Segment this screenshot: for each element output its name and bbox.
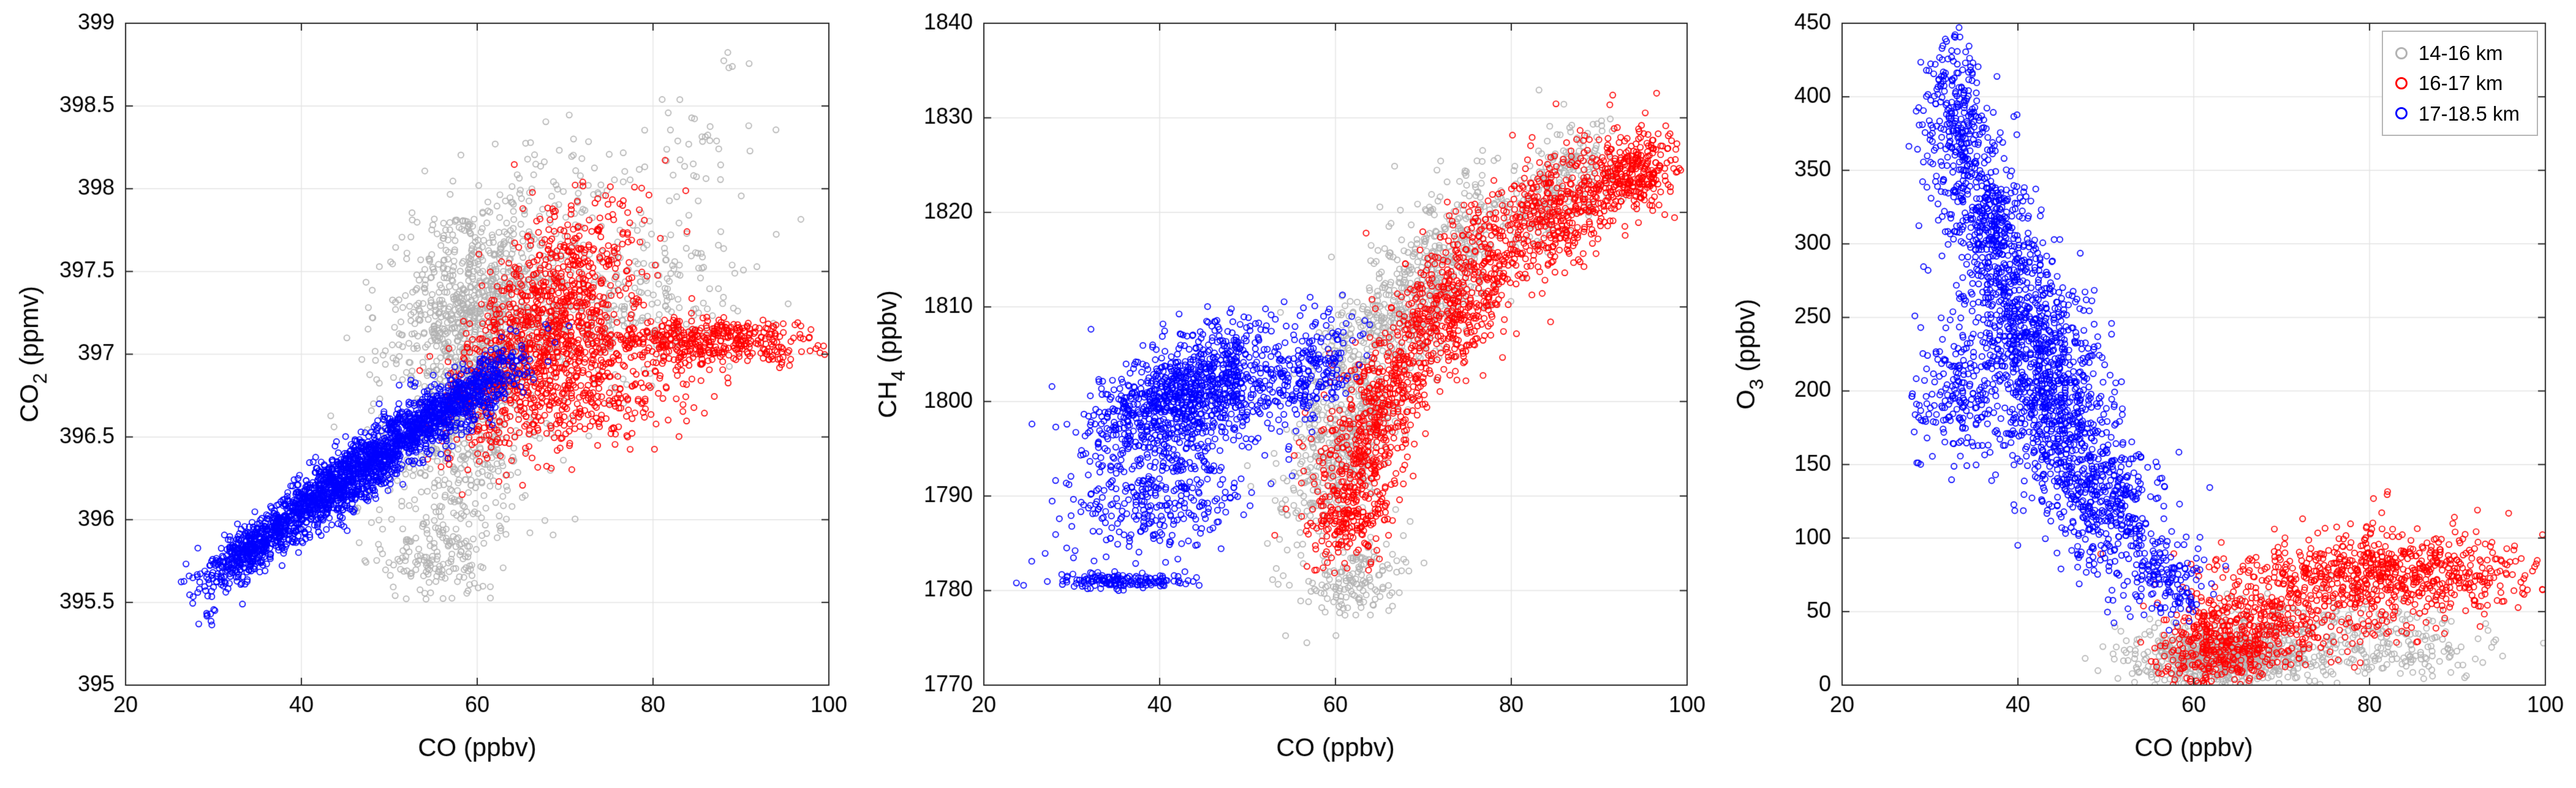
legend-item-17-18-5km: 17-18.5 km (2395, 101, 2520, 126)
ch4-vs-co-scatter-chart (858, 0, 1717, 788)
red-circle-marker-icon (2395, 77, 2408, 89)
legend-item-14-16km: 14-16 km (2395, 40, 2520, 66)
co2-vs-co-scatter-chart (0, 0, 858, 788)
legend-label: 14-16 km (2418, 42, 2503, 64)
legend-item-16-17km: 16-17 km (2395, 70, 2520, 96)
legend-label: 16-17 km (2418, 72, 2503, 95)
blue-circle-marker-icon (2395, 107, 2408, 120)
gray-circle-marker-icon (2395, 47, 2408, 59)
panel-o3-vs-co: 14-16 km 16-17 km 17-18.5 km (1717, 0, 2575, 788)
panel-ch4-vs-co (858, 0, 1717, 788)
legend-label: 17-18.5 km (2418, 102, 2520, 125)
legend: 14-16 km 16-17 km 17-18.5 km (2381, 31, 2538, 136)
panel-co2-vs-co (0, 0, 858, 788)
